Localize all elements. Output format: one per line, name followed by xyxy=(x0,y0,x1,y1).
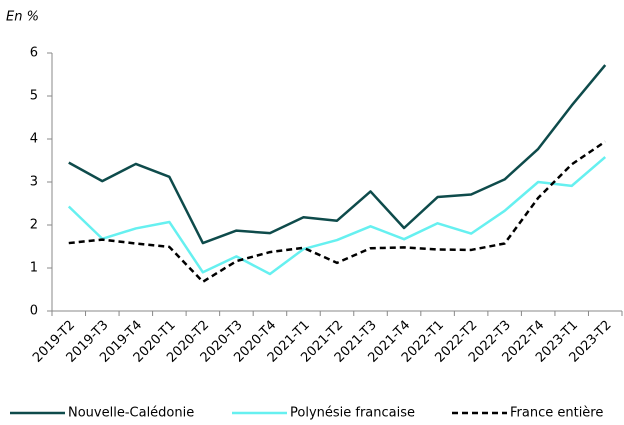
legend-label: Polynésie francaise xyxy=(290,406,415,421)
y-tick-label: 6 xyxy=(30,46,38,61)
y-tick-label: 4 xyxy=(30,132,38,147)
y-tick-label: 3 xyxy=(30,175,38,190)
legend-label: Nouvelle-Calédonie xyxy=(68,406,194,421)
line-series xyxy=(67,156,607,276)
y-tick-label: 1 xyxy=(30,261,38,276)
y-tick-label: 2 xyxy=(30,218,38,233)
y-axis-label: En % xyxy=(6,10,39,25)
legend-label: France entière xyxy=(510,406,603,421)
line-series xyxy=(68,64,607,245)
line-series xyxy=(68,140,606,284)
y-tick-label: 5 xyxy=(30,89,38,104)
y-tick-label: 0 xyxy=(30,304,38,319)
